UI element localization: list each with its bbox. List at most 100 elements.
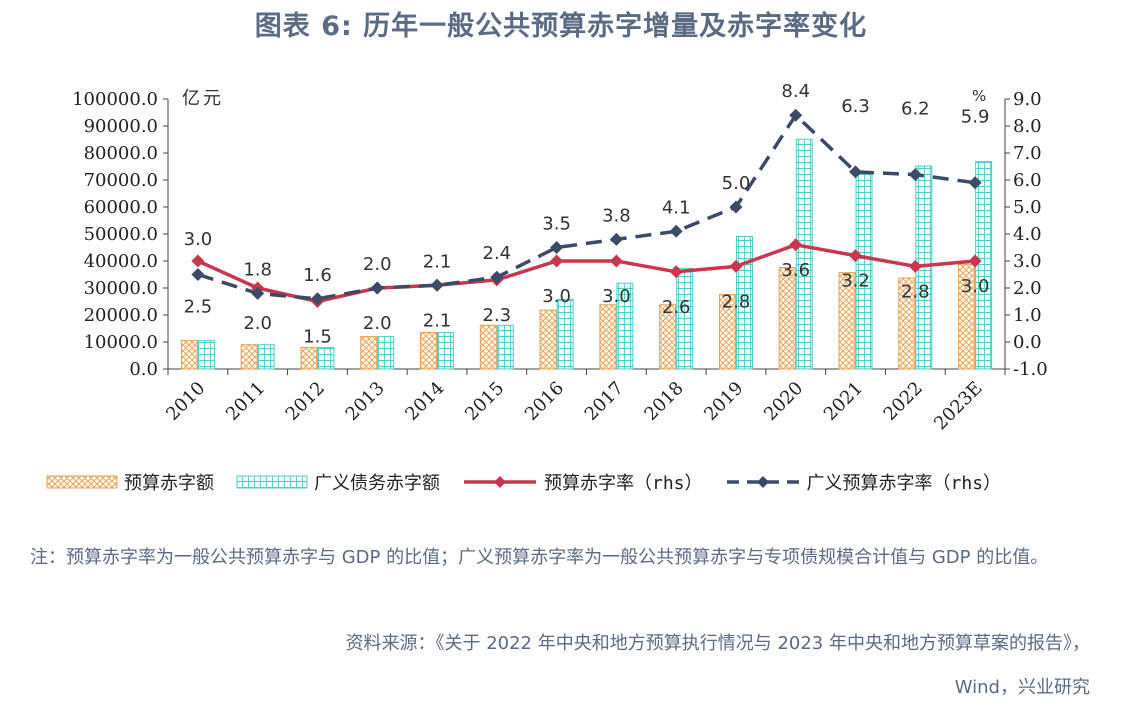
right-tick-label: 7.0 bbox=[1013, 143, 1042, 164]
broad-rate-marker bbox=[849, 165, 863, 179]
x-tick-label: 2011 bbox=[222, 378, 269, 425]
broad-rate-label: 1.8 bbox=[243, 259, 272, 280]
budget-rate-label: 3.6 bbox=[781, 260, 810, 281]
x-tick-label: 2016 bbox=[521, 378, 568, 425]
bar-broad-deficit bbox=[676, 267, 694, 370]
broad-rate-label: 1.6 bbox=[303, 265, 332, 286]
broad-rate-marker bbox=[968, 176, 982, 190]
broad-rate-label: 2.1 bbox=[423, 251, 452, 272]
broad-rate-label: 2.5 bbox=[184, 297, 213, 318]
bar-budget-deficit bbox=[599, 304, 617, 370]
budget-rate-marker bbox=[729, 259, 743, 273]
legend-label: 预算赤字额 bbox=[124, 473, 214, 494]
budget-rate-marker bbox=[191, 254, 205, 268]
x-tick-label: 2017 bbox=[581, 378, 628, 425]
budget-rate-marker bbox=[789, 238, 803, 252]
bar-broad-deficit bbox=[437, 332, 455, 370]
right-tick-label: 9.0 bbox=[1013, 89, 1042, 110]
x-tick-label: 2014 bbox=[401, 378, 448, 425]
bar-broad-deficit bbox=[496, 324, 514, 370]
broad-rate-label: 2.4 bbox=[483, 243, 512, 264]
right-tick-label: 6.0 bbox=[1013, 170, 1042, 191]
x-tick-label: 2019 bbox=[700, 378, 747, 425]
budget-rate-label: 3.0 bbox=[602, 286, 631, 307]
budget-rate-marker bbox=[669, 265, 683, 279]
budget-rate-label: 2.0 bbox=[363, 313, 392, 334]
broad-rate-marker bbox=[191, 268, 205, 281]
bar-budget-deficit bbox=[539, 309, 557, 370]
budget-rate-label: 2.8 bbox=[901, 281, 930, 302]
broad-rate-marker bbox=[370, 281, 384, 295]
budget-rate-label: 2.6 bbox=[662, 297, 691, 318]
chart-plot: 100000.0 90000.0 80000.0 70000.0 60000.0 5000… bbox=[72, 81, 1048, 434]
x-tick-label: 2020 bbox=[760, 378, 807, 425]
bar-broad-deficit bbox=[556, 298, 574, 370]
broad-rate-label: 6.3 bbox=[841, 96, 870, 117]
source-line-2: Wind，兴业研究 bbox=[954, 677, 1090, 698]
right-tick-label: -1.0 bbox=[1013, 359, 1048, 380]
broad-rate-marker bbox=[789, 108, 803, 122]
bar-budget-deficit bbox=[778, 266, 796, 370]
left-tick-label: 100000.0 bbox=[72, 89, 158, 110]
left-tick-label: 80000.0 bbox=[84, 143, 158, 164]
source-line-1: 资料来源：《关于 2022 年中央和地方预算执行情况与 2023 年中央和地方预… bbox=[345, 633, 1090, 654]
legend-swatch-red-line bbox=[464, 476, 536, 488]
bar-budget-deficit bbox=[898, 277, 916, 370]
right-tick-label: 5.0 bbox=[1013, 197, 1042, 218]
broad-rate-marker bbox=[550, 241, 564, 254]
broad-rate-marker bbox=[310, 292, 324, 306]
legend-swatch-grid bbox=[236, 475, 308, 489]
budget-rate-marker bbox=[908, 259, 922, 273]
broad-rate-label: 5.0 bbox=[722, 173, 751, 194]
right-axis-unit: % bbox=[972, 87, 986, 105]
broad-rate-line bbox=[197, 113, 976, 301]
broad-rate-label: 6.2 bbox=[901, 99, 930, 120]
legend-item-broad-rate: 广义预算赤字率（rhs） bbox=[725, 469, 1002, 495]
legend-label: 广义预算赤字率（rhs） bbox=[806, 473, 1002, 494]
broad-rate-marker bbox=[430, 278, 444, 292]
broad-rate-label: 8.4 bbox=[781, 81, 810, 102]
bar-broad-deficit bbox=[377, 336, 395, 370]
bar-budget-deficit bbox=[420, 332, 438, 370]
left-axis-unit: 亿元 bbox=[182, 88, 224, 109]
right-tick-label: 8.0 bbox=[1013, 116, 1042, 137]
x-tick-label: 2013 bbox=[342, 378, 389, 425]
left-tick-label: 30000.0 bbox=[84, 278, 158, 299]
broad-rate-marker bbox=[908, 168, 922, 182]
left-tick-label: 40000.0 bbox=[84, 251, 158, 272]
broad-rate-marker bbox=[669, 224, 683, 238]
budget-rate-label: 3.0 bbox=[542, 286, 571, 307]
budget-rate-label: 2.1 bbox=[423, 310, 452, 331]
right-tick-label: 2.0 bbox=[1013, 278, 1042, 299]
bar-budget-deficit bbox=[958, 263, 976, 370]
budget-rate-marker bbox=[609, 254, 623, 268]
broad-rate-label: 2.0 bbox=[363, 254, 392, 275]
bar-broad-deficit bbox=[197, 340, 215, 370]
bar-budget-deficit bbox=[479, 324, 497, 370]
budget-rate-label: 3.0 bbox=[961, 276, 990, 297]
legend-item-budget-deficit: 预算赤字额 bbox=[46, 469, 214, 495]
x-tick-label: 2010 bbox=[162, 378, 209, 425]
legend-swatch-dashed-line bbox=[726, 476, 799, 488]
bar-broad-deficit bbox=[735, 235, 753, 370]
left-tick-label: 20000.0 bbox=[84, 305, 158, 326]
budget-rate-marker bbox=[849, 249, 863, 263]
legend-label: 预算赤字率（rhs） bbox=[544, 473, 703, 494]
budget-rate-label: 2.3 bbox=[483, 305, 512, 326]
bar-broad-deficit bbox=[317, 346, 335, 370]
right-tick-label: 3.0 bbox=[1013, 251, 1042, 272]
legend-label: 广义债务赤字额 bbox=[314, 473, 440, 494]
bar-budget-deficit bbox=[240, 344, 258, 370]
x-tick-label: 2018 bbox=[640, 378, 687, 425]
x-tick-label: 2021 bbox=[820, 378, 867, 425]
bar-broad-deficit bbox=[795, 138, 813, 370]
broad-rate-label: 3.8 bbox=[602, 205, 631, 226]
budget-rate-label: 3.0 bbox=[184, 229, 213, 250]
budget-rate-label: 3.2 bbox=[841, 271, 870, 292]
x-tick-label: 2012 bbox=[282, 378, 329, 425]
budget-rate-marker bbox=[968, 254, 982, 268]
source-note: 资料来源：《关于 2022 年中央和地方预算执行情况与 2023 年中央和地方预… bbox=[345, 622, 1090, 710]
broad-rate-label: 4.1 bbox=[662, 197, 691, 218]
bar-budget-deficit bbox=[360, 336, 378, 370]
left-tick-label: 0.0 bbox=[129, 359, 158, 380]
